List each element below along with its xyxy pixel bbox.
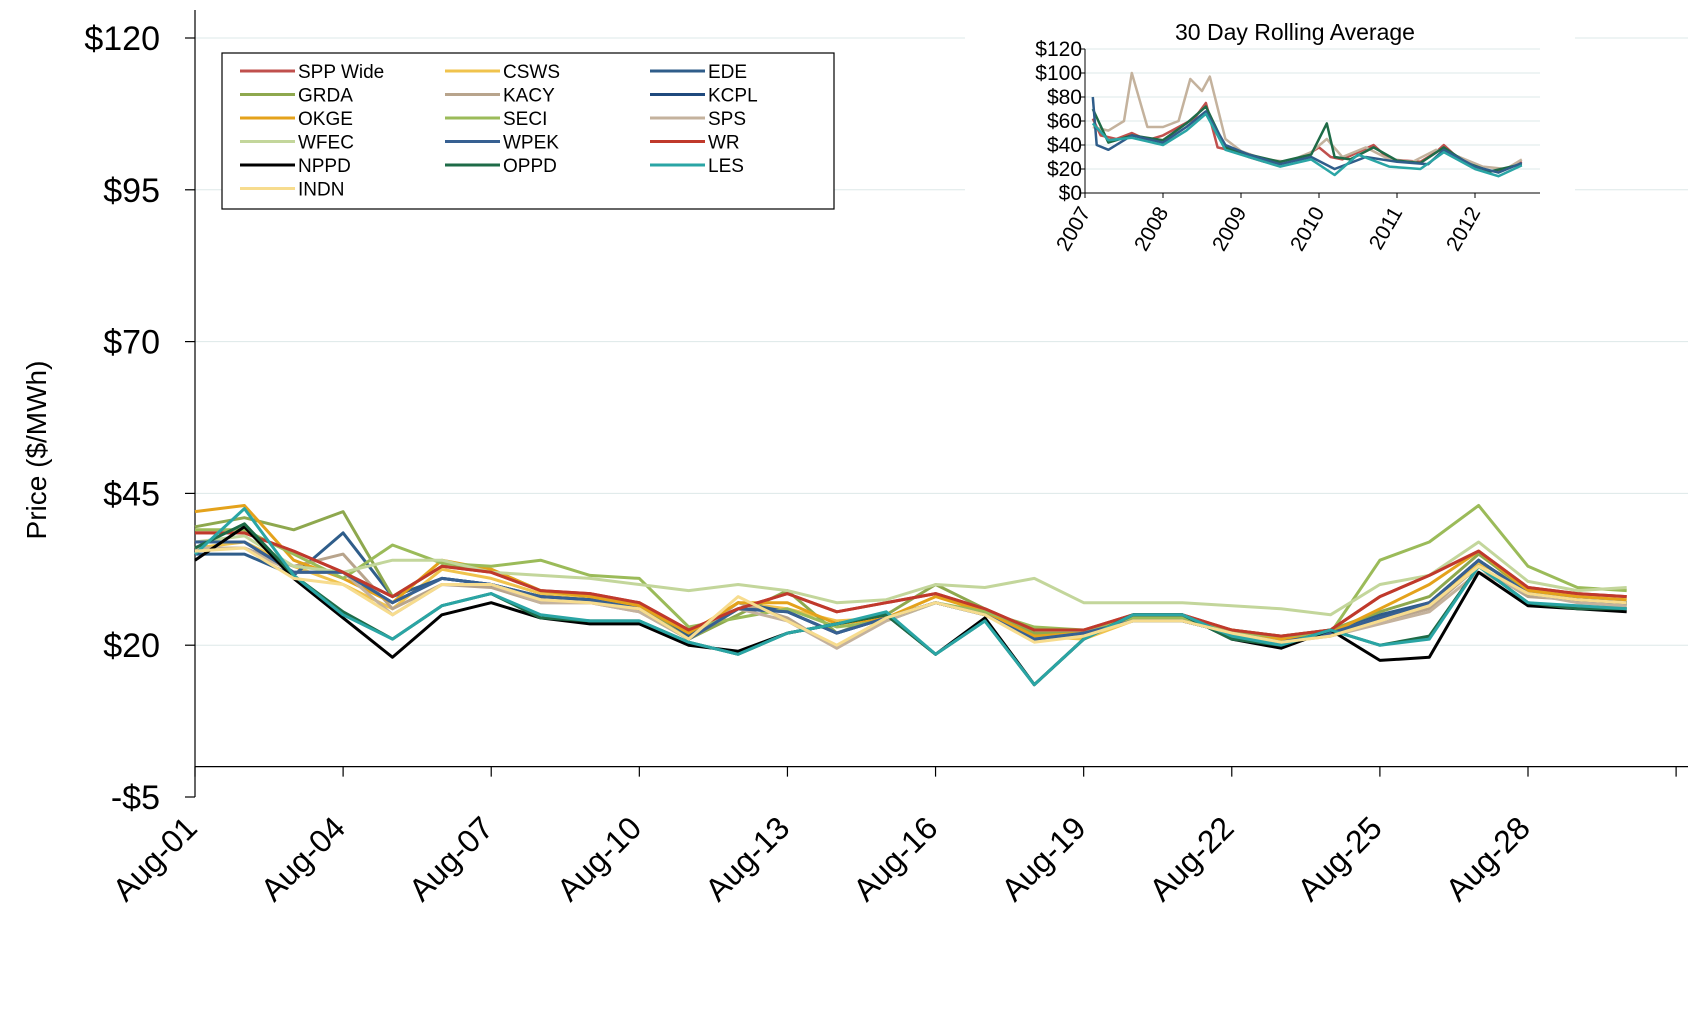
y-tick-label: $95 xyxy=(103,172,160,210)
x-tick-label: Aug-01 xyxy=(106,809,204,907)
legend-label-wfec: WFEC xyxy=(298,133,354,154)
legend-label-sps: SPS xyxy=(708,109,746,130)
series-line-les xyxy=(193,507,1627,687)
x-tick-label: Aug-16 xyxy=(846,809,944,907)
legend-label-kcpl: KCPL xyxy=(708,86,758,107)
x-tick-label: Aug-25 xyxy=(1290,809,1388,907)
y-tick-label: $70 xyxy=(103,324,160,362)
inset-y-tick-label: $0 xyxy=(1059,182,1082,205)
x-tick-label: Aug-04 xyxy=(254,809,352,907)
legend-box xyxy=(221,52,835,210)
y-tick-label: $20 xyxy=(103,627,160,665)
y-tick-label: $120 xyxy=(84,20,160,58)
legend-label-grda: GRDA xyxy=(298,86,353,107)
legend-label-spp-wide: SPP Wide xyxy=(298,62,384,83)
inset-y-tick-label: $40 xyxy=(1047,134,1082,157)
legend-label-csws: CSWS xyxy=(503,62,560,83)
series-line-wfec xyxy=(194,534,1627,617)
y-axis-label: Price ($/MWh) xyxy=(21,361,52,540)
inset-y-tick-label: $20 xyxy=(1047,158,1082,181)
inset-y-tick-label: $80 xyxy=(1047,86,1082,109)
legend-label-okge: OKGE xyxy=(298,109,353,130)
main-axes xyxy=(185,10,1688,798)
series-line-wr xyxy=(195,531,1627,638)
inset-gridlines xyxy=(1085,48,1540,170)
x-tick-label: Aug-19 xyxy=(994,809,1092,907)
inset-series-line-ede xyxy=(1091,96,1523,174)
inset-y-tick-label: $100 xyxy=(1035,62,1082,85)
x-tick-label: Aug-10 xyxy=(550,809,648,907)
inset-y-tick-label: $120 xyxy=(1035,38,1082,61)
x-tick-label: Aug-28 xyxy=(1439,809,1537,907)
inset-chart: 30 Day Rolling Average $0$20$40$60$80$10… xyxy=(965,10,1575,315)
legend-label-oppd: OPPD xyxy=(503,156,557,177)
series-line-indn xyxy=(194,546,1627,647)
legend-label-indn: INDN xyxy=(298,180,344,201)
main-y-tick-labels: -$5 $20 $45 $70 $95 $120 xyxy=(84,20,160,817)
legend-label-kacy: KACY xyxy=(503,86,555,107)
legend-label-wr: WR xyxy=(708,133,740,154)
x-tick-label: Aug-07 xyxy=(402,809,500,907)
series-line-okge xyxy=(194,504,1627,641)
inset-series-line-les xyxy=(1091,112,1523,178)
x-tick-label: Aug-22 xyxy=(1142,809,1240,907)
x-tick-label: Aug-13 xyxy=(698,809,796,907)
inset-axes xyxy=(1080,48,1540,198)
legend-label-nppd: NPPD xyxy=(298,156,351,177)
main-x-tick-labels: Aug-01 Aug-04 Aug-07 Aug-10 Aug-13 Aug-16 Aug-… xyxy=(106,809,1537,907)
legend-label-ede: EDE xyxy=(708,62,747,83)
inset-title: 30 Day Rolling Average xyxy=(1175,19,1415,45)
inset-y-tick-label: $60 xyxy=(1047,110,1082,133)
series-line-grda xyxy=(194,510,1627,641)
y-tick-label: $45 xyxy=(103,475,160,513)
legend: SPP Wide CSWS EDE GRDA KACY KCPL OKGE SECI SPS WF… xyxy=(221,52,835,210)
main-series-group xyxy=(193,504,1627,687)
inset-y-tick-labels: $0$20$40$60$80$100$120 xyxy=(1035,38,1082,205)
y-tick-label: -$5 xyxy=(111,779,160,817)
inset-series-line-oppd xyxy=(1091,105,1523,173)
legend-label-seci: SECI xyxy=(503,109,547,130)
legend-label-wpek: WPEK xyxy=(503,133,559,154)
legend-label-les: LES xyxy=(708,156,744,177)
inset-series-group xyxy=(1091,71,1523,178)
